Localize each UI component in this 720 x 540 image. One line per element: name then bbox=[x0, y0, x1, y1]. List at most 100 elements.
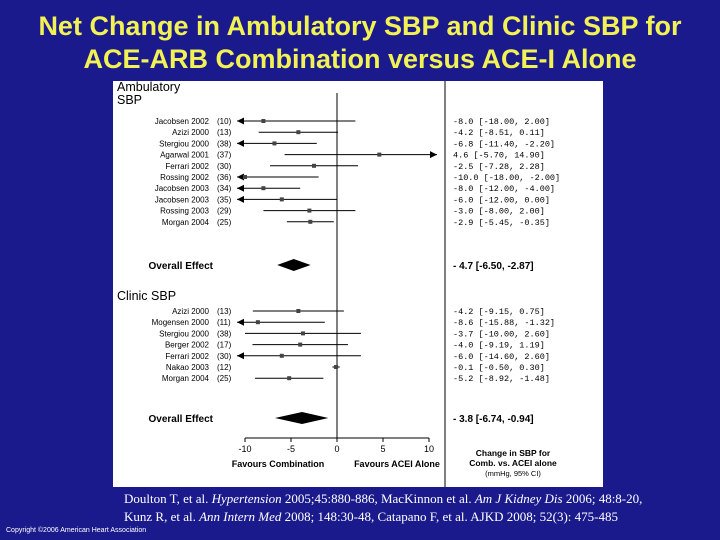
citation-text: 2006; 48:8-20, bbox=[562, 491, 643, 506]
citation-text: Doulton T, et al. bbox=[124, 491, 212, 506]
point-estimate bbox=[308, 219, 313, 224]
copyright-notice: Copyright ©2006 American Heart Associati… bbox=[6, 527, 147, 534]
study-n: (37) bbox=[217, 151, 232, 160]
journal-name: Hypertension bbox=[211, 491, 282, 506]
point-estimate bbox=[312, 163, 316, 168]
point-estimate bbox=[261, 186, 266, 191]
study-n: (38) bbox=[217, 139, 232, 148]
column-header: (mmHg, 95% CI) bbox=[485, 469, 541, 478]
study-name: Jacobsen 2002 bbox=[155, 117, 210, 126]
overall-effect-label: Overall Effect bbox=[149, 414, 214, 425]
journal-name: Ann Intern Med bbox=[199, 509, 282, 524]
study-estimate-text: -8.0 [-12.00, -4.00] bbox=[453, 184, 555, 194]
study-n: (29) bbox=[217, 207, 232, 216]
title-line-1: Net Change in Ambulatory SBP and Clinic … bbox=[38, 11, 682, 41]
study-estimate-text: 4.6 [-5.70, 14.90] bbox=[453, 151, 545, 161]
study-name: Mogensen 2000 bbox=[152, 318, 210, 327]
x-tick-label: 10 bbox=[424, 444, 434, 454]
study-estimate-text: -8.0 [-18.00, 2.00] bbox=[453, 117, 550, 127]
study-n: (13) bbox=[217, 128, 232, 137]
point-estimate bbox=[307, 208, 312, 213]
study-name: Ferrari 2002 bbox=[165, 162, 209, 171]
journal-name: Am J Kidney Dis bbox=[474, 491, 563, 506]
citation-line-2: Kunz R, et al. Ann Intern Med 2008; 148:… bbox=[124, 508, 714, 526]
study-name: Rossing 2003 bbox=[160, 207, 209, 216]
study-name: Stergiou 2000 bbox=[159, 329, 209, 338]
study-n: (36) bbox=[217, 173, 232, 182]
study-name: Morgan 2004 bbox=[162, 374, 210, 383]
study-name: Agarwal 2001 bbox=[160, 151, 209, 160]
point-estimate bbox=[300, 331, 305, 336]
overall-diamond bbox=[274, 412, 329, 424]
study-n: (30) bbox=[217, 352, 232, 361]
study-n: (35) bbox=[217, 195, 232, 204]
citation: Doulton T, et al. Hypertension 2005;45:8… bbox=[124, 490, 714, 526]
study-n: (30) bbox=[217, 162, 232, 171]
study-estimate-text: -3.0 [-8.00, 2.00] bbox=[453, 207, 545, 217]
point-estimate bbox=[261, 119, 266, 123]
point-estimate bbox=[334, 365, 339, 369]
study-name: Ferrari 2002 bbox=[165, 352, 209, 361]
ci-arrow-left bbox=[237, 117, 244, 125]
column-header: Comb. vs. ACEI alone bbox=[469, 458, 557, 468]
study-name: Morgan 2004 bbox=[162, 218, 210, 227]
study-estimate-text: -3.7 [-10.00, 2.60] bbox=[453, 329, 550, 339]
ci-arrow-left bbox=[237, 318, 244, 326]
study-n: (12) bbox=[217, 363, 232, 372]
ci-arrow-left bbox=[237, 139, 244, 147]
overall-estimate-text: - 4.7 [-6.50, -2.87] bbox=[453, 261, 534, 272]
study-name: Jacobsen 2003 bbox=[155, 184, 210, 193]
citation-text: 2005;45:880-886, MacKinnon et al. bbox=[281, 491, 475, 506]
study-name: Azizi 2000 bbox=[172, 307, 209, 316]
study-estimate-text: -6.8 [-11.40, -2.20] bbox=[453, 139, 555, 149]
column-header: Change in SBP for bbox=[476, 448, 551, 458]
study-estimate-text: -10.0 [-18.00, -2.00] bbox=[453, 173, 560, 183]
ci-arrow-left bbox=[237, 173, 244, 181]
citation-text: 2008; 148:30-48, Catapano F, et al. AJKD… bbox=[281, 509, 618, 524]
study-estimate-text: -2.5 [-7.28, 2.28] bbox=[453, 162, 545, 172]
study-name: Azizi 2000 bbox=[172, 128, 209, 137]
study-estimate-text: -4.0 [-9.19, 1.19] bbox=[453, 341, 545, 351]
study-n: (38) bbox=[217, 329, 232, 338]
point-estimate bbox=[272, 141, 277, 146]
x-tick-label: -10 bbox=[238, 444, 251, 454]
forest-plot: -10 -5 0 5 10 Favours Combination Favours ACEI… bbox=[113, 81, 603, 487]
ci-arrow-left bbox=[237, 352, 244, 360]
study-name: Nakao 2003 bbox=[166, 363, 210, 372]
group-label: Ambulatory bbox=[117, 81, 181, 94]
group-label: SBP bbox=[117, 93, 142, 107]
overall-estimate-text: - 3.8 [-6.74, -0.94] bbox=[453, 414, 534, 425]
ci-arrow-left bbox=[237, 184, 244, 192]
group-label: Clinic SBP bbox=[117, 289, 176, 303]
slide-title: Net Change in Ambulatory SBP and Clinic … bbox=[0, 10, 720, 76]
study-n: (17) bbox=[217, 341, 232, 350]
study-estimate-text: -0.1 [-0.50, 0.30] bbox=[453, 363, 545, 373]
study-n: (13) bbox=[217, 307, 232, 316]
overall-diamond bbox=[277, 259, 311, 271]
study-estimate-text: -4.2 [-8.51, 0.11] bbox=[453, 128, 545, 138]
study-n: (10) bbox=[217, 117, 232, 126]
point-estimate bbox=[279, 197, 284, 202]
study-n: (25) bbox=[217, 218, 232, 227]
forest-plot-svg: -10 -5 0 5 10 Favours Combination Favours ACEI… bbox=[117, 81, 560, 487]
study-estimate-text: -8.6 [-15.88, -1.32] bbox=[453, 318, 555, 328]
study-estimate-text: -6.0 [-14.60, 2.60] bbox=[453, 352, 550, 362]
ci-arrow-left bbox=[237, 195, 244, 203]
study-estimate-text: -2.9 [-5.45, -0.35] bbox=[453, 218, 550, 228]
overall-effect-label: Overall Effect bbox=[149, 261, 214, 272]
point-estimate bbox=[377, 152, 382, 157]
point-estimate bbox=[298, 342, 303, 347]
study-name: Rossing 2002 bbox=[160, 173, 209, 182]
study-estimate-text: -6.0 [-12.00, 0.00] bbox=[453, 195, 550, 205]
study-n: (11) bbox=[217, 318, 231, 327]
point-estimate bbox=[243, 175, 247, 179]
study-n: (25) bbox=[217, 374, 232, 383]
point-estimate bbox=[279, 353, 284, 358]
study-name: Stergiou 2000 bbox=[159, 139, 209, 148]
x-tick-label: 5 bbox=[380, 444, 385, 454]
study-estimate-text: -5.2 [-8.92, -1.48] bbox=[453, 374, 550, 384]
x-tick-label: -5 bbox=[287, 444, 295, 454]
point-estimate bbox=[255, 320, 260, 325]
x-tick-label: 0 bbox=[334, 444, 339, 454]
point-estimate bbox=[296, 130, 301, 135]
